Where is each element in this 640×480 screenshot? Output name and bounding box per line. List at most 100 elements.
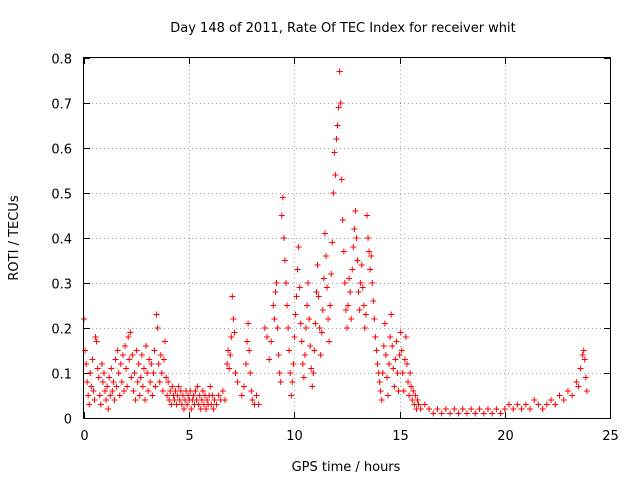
data-point [293,293,300,300]
data-point [442,406,449,412]
data-point [226,365,233,372]
data-point [472,410,479,417]
data-point [581,356,588,363]
data-point [88,383,95,390]
data-point [148,361,155,367]
data-point [149,392,156,399]
data-point [302,325,309,331]
data-point [309,383,316,390]
data-point [162,338,169,345]
data-point [272,289,279,295]
y-tick-label: 0.3 [51,278,72,293]
data-point [405,379,412,385]
data-point [285,325,292,331]
data-point [287,370,294,376]
data-point [383,374,390,381]
grid-lines [84,58,610,418]
data-point [282,280,289,286]
data-point [144,370,151,376]
data-point [227,352,234,358]
data-point [527,406,534,412]
data-point [354,257,361,264]
data-point [434,406,441,412]
data-point [89,356,96,363]
data-points [81,68,590,417]
data-point [126,356,133,363]
data-point [173,401,180,408]
data-point [275,352,282,358]
data-point [91,397,98,403]
data-point [134,379,141,385]
x-tick-label: 10 [286,429,303,444]
data-point [336,68,343,75]
data-point [489,410,496,417]
data-point [350,244,357,250]
data-point [180,406,187,412]
data-point [178,401,185,408]
data-point [344,325,350,331]
data-point [271,316,278,322]
data-point [583,388,590,394]
data-point [125,334,132,340]
data-point [514,401,521,408]
data-point [298,338,305,345]
data-point [341,280,348,286]
data-point [136,392,143,399]
data-point [204,397,211,403]
data-point [164,392,171,399]
data-point [168,401,175,408]
data-point [451,406,458,412]
data-point [380,343,387,349]
data-point [145,388,152,394]
data-point [147,379,154,385]
data-point [253,392,260,399]
data-point [208,401,215,408]
data-point [408,383,415,390]
data-point [564,388,571,394]
data-point [396,352,403,358]
data-point [102,388,109,394]
data-point [369,280,376,286]
data-point [142,397,149,403]
data-point [96,392,103,399]
data-point [231,329,238,336]
data-point [300,374,307,381]
data-point [158,370,165,376]
data-point [333,136,340,142]
data-point [543,401,550,408]
data-point [312,320,319,327]
data-point [247,370,254,376]
data-point [381,320,388,327]
data-point [228,334,235,340]
data-point [480,410,487,417]
data-point [373,347,380,354]
data-point [335,104,342,111]
data-point [281,257,288,264]
data-point [268,338,275,345]
data-point [378,397,385,403]
data-point [347,289,354,295]
data-point [95,374,102,381]
data-point [331,149,338,156]
data-point [86,401,93,408]
data-point [106,374,113,381]
data-point [294,266,301,273]
data-point [273,280,280,286]
data-point [363,212,370,219]
data-point [342,307,349,313]
data-point [157,352,164,358]
data-point [105,406,112,412]
data-point [349,266,356,273]
data-point [313,289,320,295]
data-point [447,410,454,417]
data-point [174,392,181,399]
data-point [90,388,97,394]
data-point [123,365,130,372]
data-point [329,239,336,246]
data-point [374,361,381,367]
data-point [306,316,313,322]
data-point [334,122,341,129]
data-point [264,334,271,340]
data-point [110,379,117,385]
data-point [330,190,337,196]
